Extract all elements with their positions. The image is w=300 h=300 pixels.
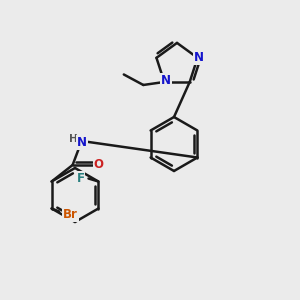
- Text: F: F: [76, 172, 84, 185]
- Text: N: N: [194, 51, 204, 64]
- Text: H: H: [69, 134, 78, 144]
- Text: O: O: [94, 158, 104, 172]
- Text: Br: Br: [63, 208, 78, 221]
- Text: N: N: [161, 74, 171, 87]
- Text: N: N: [77, 136, 87, 149]
